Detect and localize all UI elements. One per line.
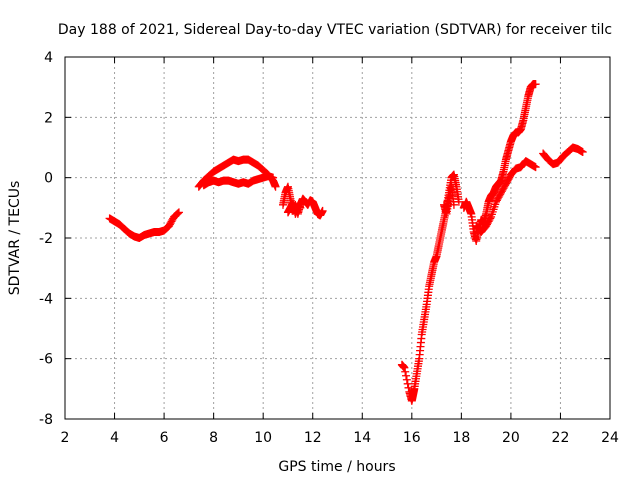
x-tick-label: 10 [254, 430, 272, 446]
x-tick-label: 6 [160, 430, 169, 446]
data-points [105, 80, 587, 405]
data-point [578, 148, 587, 157]
data-point [531, 163, 540, 172]
y-tick-label: -4 [39, 291, 53, 307]
y-tick-label: -8 [39, 412, 53, 428]
data-point [486, 214, 495, 223]
grid-lines [65, 57, 610, 419]
data-point [174, 209, 183, 218]
y-tick-label: -2 [39, 231, 53, 247]
x-tick-label: 14 [353, 430, 371, 446]
y-tick-label: -6 [39, 352, 53, 368]
data-point [404, 383, 413, 392]
data-point [531, 80, 540, 89]
x-axis-label: GPS time / hours [278, 459, 395, 475]
data-point [449, 200, 458, 209]
x-tick-label: 4 [110, 430, 119, 446]
x-tick-label: 20 [502, 430, 520, 446]
data-point [403, 379, 412, 388]
data-point [296, 203, 305, 212]
y-tick-label: 4 [44, 50, 53, 66]
x-tick-label: 12 [304, 430, 322, 446]
x-tick-label: 16 [403, 430, 421, 446]
y-tick-label: 2 [44, 110, 53, 126]
x-tick-label: 24 [601, 430, 619, 446]
x-tick-label: 18 [452, 430, 470, 446]
data-point [318, 206, 327, 215]
data-point [173, 209, 182, 218]
x-tick-label: 22 [552, 430, 570, 446]
data-point [402, 375, 411, 384]
y-tick-label: 0 [44, 171, 53, 187]
data-point [174, 208, 183, 217]
x-tick-label: 2 [61, 430, 70, 446]
chart-title: Day 188 of 2021, Sidereal Day-to-day VTE… [58, 22, 612, 38]
data-point [400, 363, 409, 372]
data-point [401, 367, 410, 376]
data-point [402, 371, 411, 380]
data-point [271, 182, 280, 191]
data-point [269, 173, 278, 182]
y-axis-label: SDTVAR / TECUs [7, 181, 23, 296]
x-tick-label: 8 [209, 430, 218, 446]
